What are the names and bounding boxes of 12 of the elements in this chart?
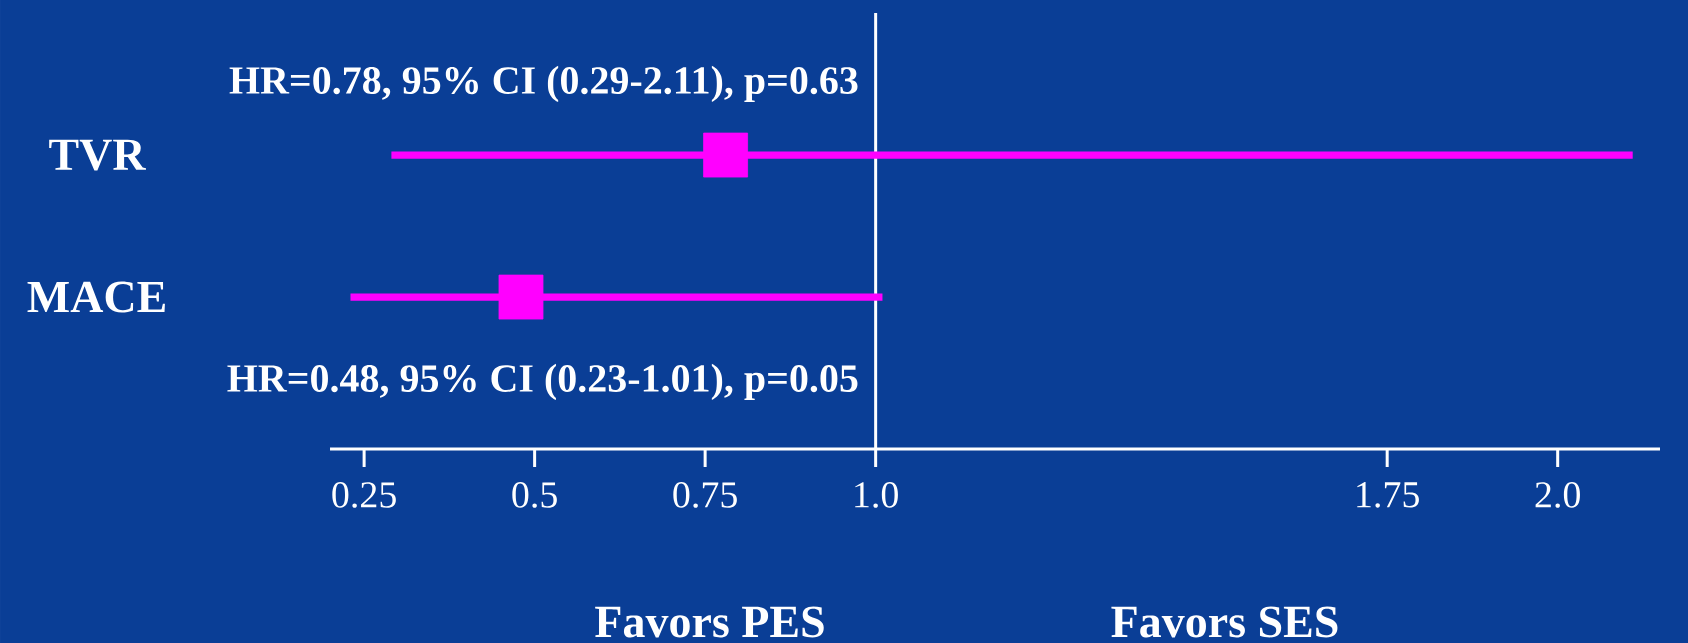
annotation: HR=0.48, 95% CI (0.23-1.01), p=0.05 xyxy=(227,363,858,401)
text: Favors PES xyxy=(595,606,824,638)
x-tick-label: 1.0 xyxy=(855,482,898,508)
x-tick-label: 0.75 xyxy=(673,482,737,508)
x-tick-label: 1.75 xyxy=(1357,482,1419,508)
x-tick-label: 0.25 xyxy=(332,482,396,508)
y-tick-label: MACE xyxy=(27,281,165,313)
x-tick-label: 2.0 xyxy=(1535,482,1580,508)
x-tick-label: 0.5 xyxy=(512,482,557,508)
text: Favors SES xyxy=(1111,606,1338,638)
y-tick-label: TVR xyxy=(49,139,146,171)
annotation: HR=0.78, 95% CI (0.29-2.11), p=0.63 xyxy=(229,65,858,103)
